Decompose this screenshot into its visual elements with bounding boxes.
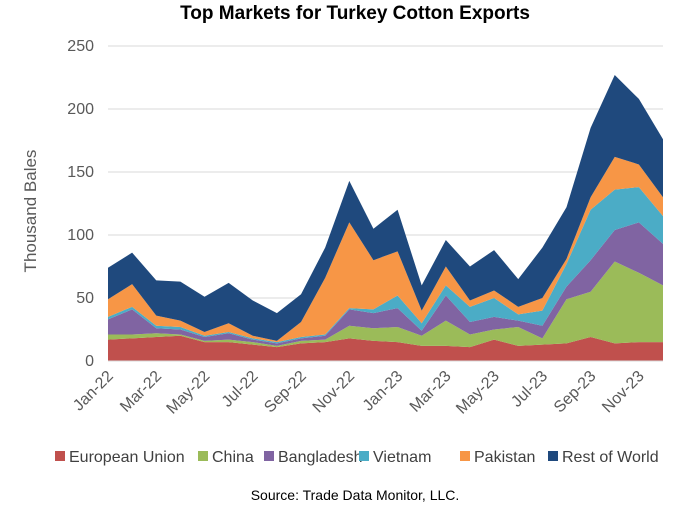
legend: European Union China Bangladesh Vietnam Paki… bbox=[55, 449, 659, 466]
area-china bbox=[108, 261, 663, 348]
x-tick-label: Nov-22 bbox=[310, 368, 359, 417]
y-tick-label: 200 bbox=[67, 101, 94, 118]
x-tick-label: Nov-23 bbox=[599, 368, 648, 417]
legend-swatch bbox=[55, 451, 65, 461]
x-tick-label: Jul-22 bbox=[219, 368, 262, 411]
legend-label: Rest of World bbox=[562, 449, 659, 466]
area-rest-of-world bbox=[108, 74, 663, 341]
area-vietnam bbox=[108, 187, 663, 344]
x-tick-label: Mar-23 bbox=[407, 368, 455, 416]
legend-swatch bbox=[359, 451, 369, 461]
y-tick-label: 250 bbox=[67, 38, 94, 55]
legend-swatch bbox=[264, 451, 274, 461]
legend-label: Vietnam bbox=[373, 449, 431, 466]
x-tick-label: Jan-23 bbox=[360, 368, 407, 415]
y-tick-label: 150 bbox=[67, 164, 94, 181]
legend-item-vietnam: Vietnam bbox=[359, 449, 431, 466]
x-tick-label: Jan-22 bbox=[70, 368, 117, 415]
legend-item-pakistan: Pakistan bbox=[460, 449, 535, 466]
legend-item-china: China bbox=[198, 449, 254, 466]
legend-label: Bangladesh bbox=[278, 449, 363, 466]
area-european-union bbox=[108, 335, 663, 361]
y-tick-label: 0 bbox=[85, 353, 94, 370]
area-series bbox=[108, 74, 663, 361]
legend-label: China bbox=[212, 449, 254, 466]
area-pakistan bbox=[108, 156, 663, 343]
legend-swatch bbox=[460, 451, 470, 461]
legend-item-european-union: European Union bbox=[55, 449, 185, 466]
legend-label: European Union bbox=[69, 449, 185, 466]
y-tick-label: 50 bbox=[76, 290, 94, 307]
chart-title: Top Markets for Turkey Cotton Exports bbox=[180, 3, 530, 24]
x-tick-label: May-23 bbox=[453, 368, 503, 418]
x-tick-label: May-22 bbox=[164, 368, 214, 418]
legend-item-bangladesh: Bangladesh bbox=[264, 449, 363, 466]
source-note: Source: Trade Data Monitor, LLC. bbox=[251, 487, 460, 503]
y-axis-ticks: 0 50 100 150 200 250 bbox=[67, 38, 94, 370]
legend-swatch bbox=[548, 451, 558, 461]
legend-label: Pakistan bbox=[474, 449, 535, 466]
legend-item-rest-of-world: Rest of World bbox=[548, 449, 659, 466]
x-tick-label: Jul-23 bbox=[508, 368, 551, 411]
y-tick-label: 100 bbox=[67, 227, 94, 244]
x-tick-label: Sep-22 bbox=[261, 368, 310, 417]
area-bangladesh bbox=[108, 222, 663, 346]
x-tick-label: Sep-23 bbox=[551, 368, 600, 417]
y-axis-label: Thousand Bales bbox=[21, 150, 40, 273]
x-tick-label: Mar-22 bbox=[117, 368, 165, 416]
legend-swatch bbox=[198, 451, 208, 461]
